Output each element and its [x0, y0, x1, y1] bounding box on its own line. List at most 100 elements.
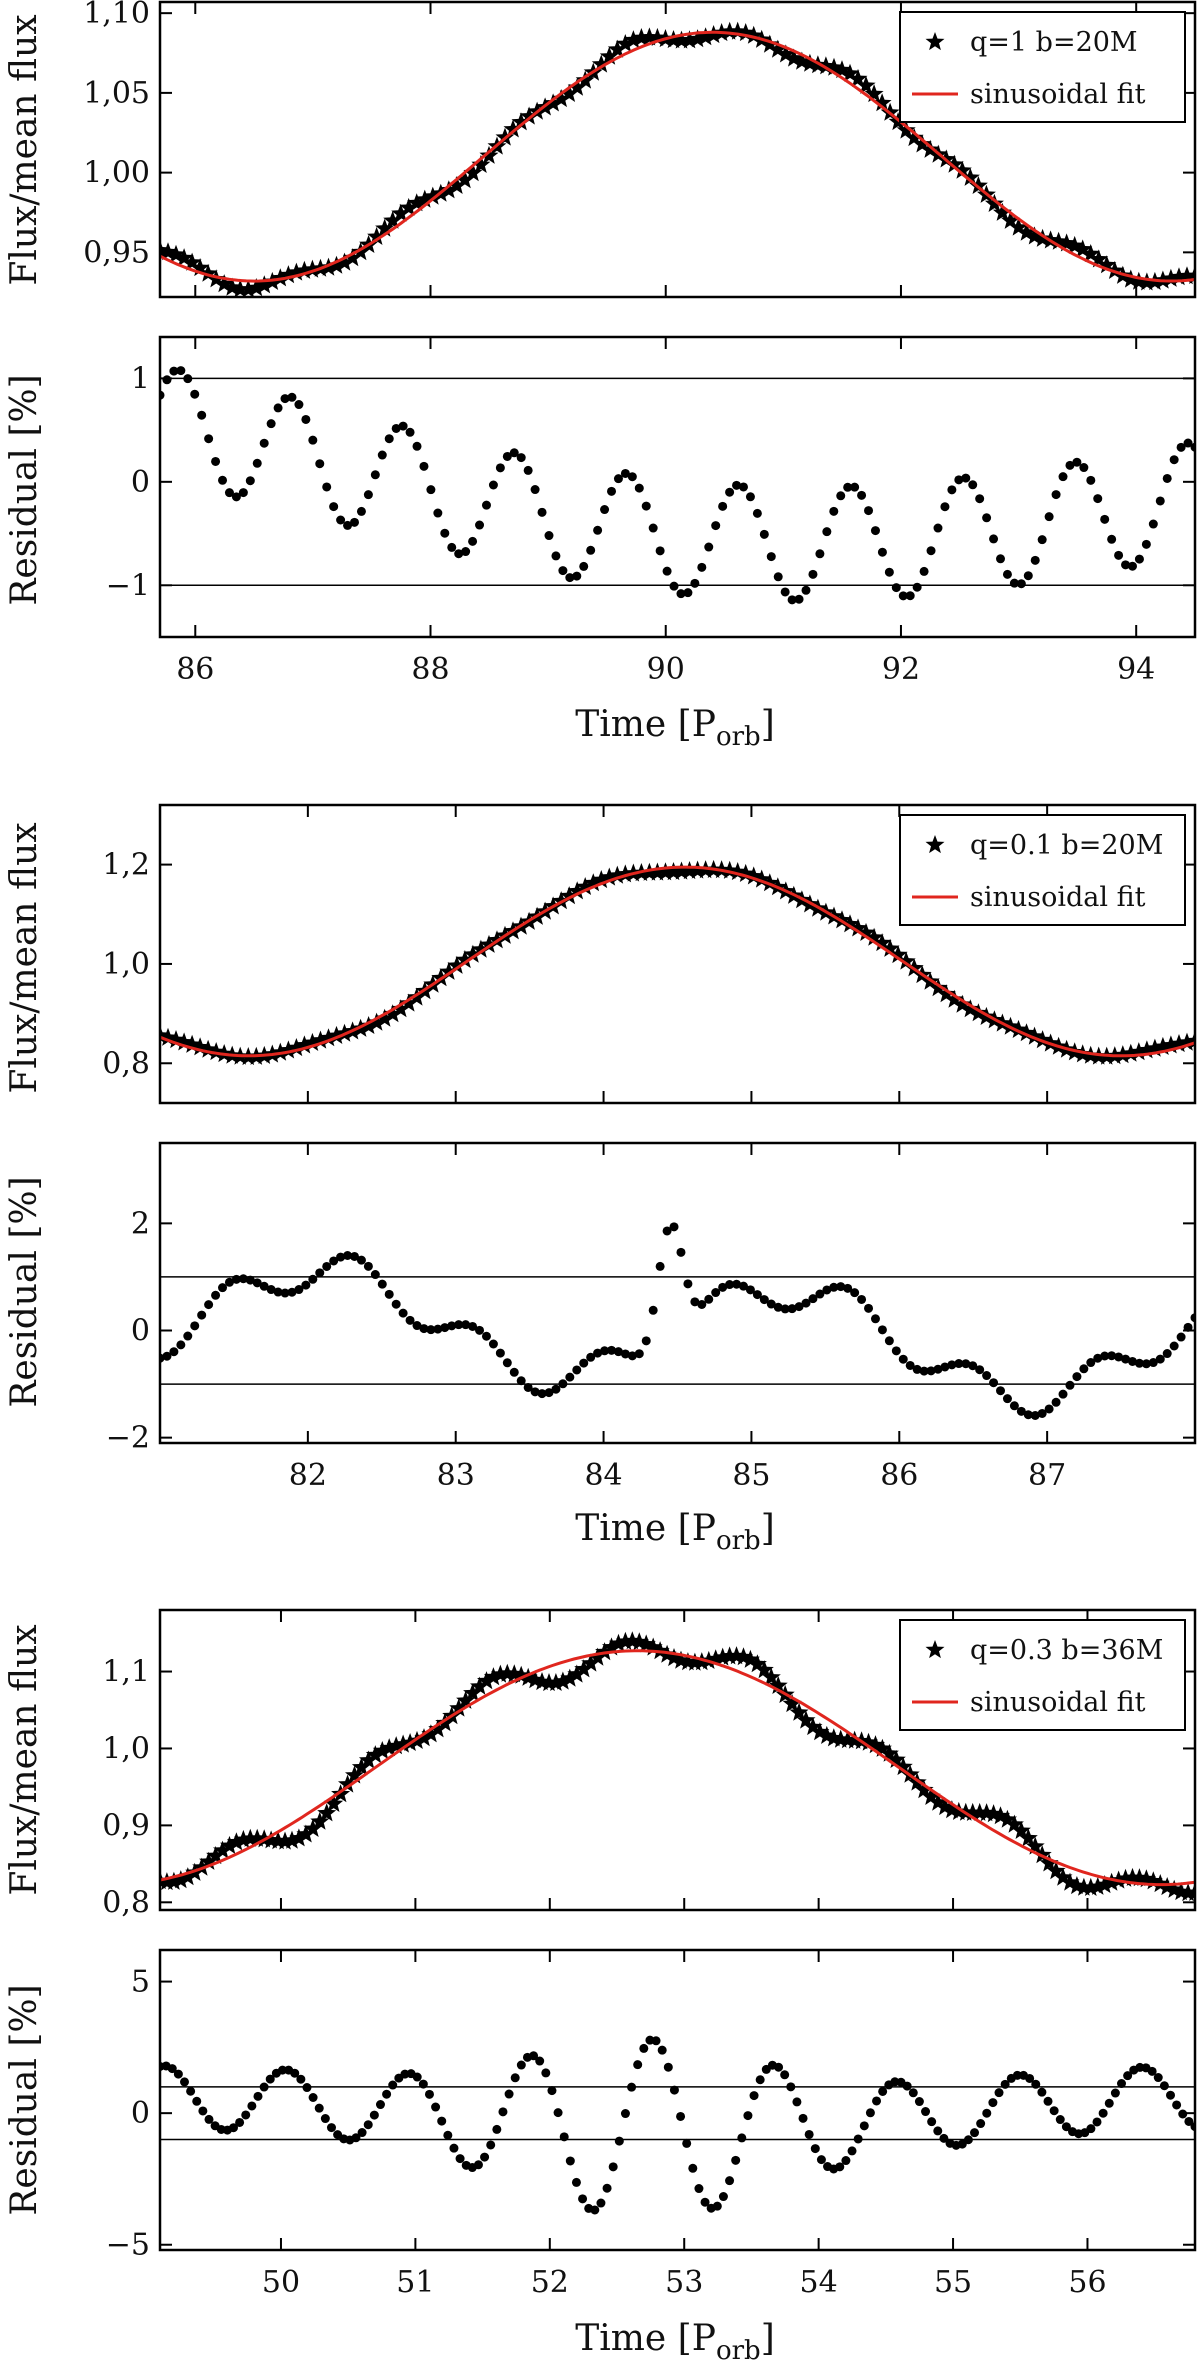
residual-point — [169, 366, 179, 376]
residual-point — [301, 1280, 311, 1290]
residual-point — [801, 1298, 811, 1308]
x-tick-label: 55 — [934, 2265, 972, 2300]
data-point-star — [856, 75, 876, 94]
residual-point — [537, 1389, 547, 1399]
residual-point — [1183, 438, 1193, 448]
residual-point — [1123, 2071, 1133, 2081]
residual-point — [1051, 1397, 1061, 1407]
residual-point — [173, 2069, 183, 2079]
data-point-star — [581, 1653, 601, 1672]
residual-point — [388, 2080, 398, 2090]
data-point-star — [1102, 1872, 1122, 1891]
residual-point — [1117, 2079, 1127, 2089]
residual-point — [700, 2197, 710, 2207]
residual-point — [1114, 1352, 1124, 1362]
data-point-star — [752, 869, 772, 888]
residual-point — [231, 492, 241, 502]
residual-point — [898, 591, 908, 601]
residual-point — [211, 456, 221, 466]
residual-point — [1172, 2100, 1182, 2110]
residual-point — [486, 2140, 496, 2150]
residual-point — [1184, 2116, 1194, 2126]
residual-point — [544, 531, 554, 541]
residual-point — [1127, 561, 1137, 571]
data-point-star — [960, 999, 980, 1018]
data-point-star — [1025, 226, 1044, 245]
axes-frame — [158, 0, 1197, 299]
residual-point — [968, 1361, 978, 1371]
residual-point — [516, 453, 526, 463]
residual-point — [835, 2162, 845, 2172]
data-point-star — [407, 987, 427, 1006]
residual-point — [870, 526, 880, 536]
residual-point — [607, 486, 617, 496]
data-point-star — [439, 961, 459, 980]
data-point-star — [171, 1870, 191, 1889]
data-point-star — [310, 1811, 330, 1830]
y-tick-labels: 0,8 1,0 1,2 — [102, 848, 150, 1082]
data-point-star — [164, 1871, 184, 1890]
legend-star-marker — [925, 32, 945, 51]
residual-point — [1031, 2079, 1041, 2089]
residual-point — [600, 505, 610, 515]
residual-point — [1072, 1372, 1082, 1382]
residual-point — [238, 1274, 248, 1284]
data-point-star — [559, 83, 579, 102]
residual-point — [537, 507, 547, 517]
plot-area — [158, 803, 1197, 1105]
residual-point — [613, 474, 623, 484]
data-point-star — [1033, 1030, 1053, 1049]
residual-point — [523, 465, 533, 475]
panel-top-residual: Residual [%] −1 0 1 86 88 90 92 94 Time [Porb] — [4, 335, 1197, 752]
data-point-star — [335, 252, 354, 271]
x-tick-label: 83 — [437, 1458, 475, 1493]
residual-point — [343, 520, 353, 530]
residual-point — [412, 441, 422, 451]
residual-point — [190, 389, 200, 399]
residual-point — [1072, 457, 1082, 467]
data-point-star — [198, 1039, 218, 1058]
data-point-star — [1137, 272, 1157, 291]
residual-point — [253, 2091, 263, 2101]
residual-point — [905, 591, 915, 601]
residual-point — [843, 1283, 853, 1293]
data-point-star — [866, 1735, 885, 1754]
residual-point — [516, 2060, 526, 2070]
data-point-star — [615, 864, 635, 883]
residual-point — [864, 506, 874, 516]
legend-label: q=0.3 b=36M — [970, 1635, 1163, 1666]
x-tick-label: 90 — [647, 652, 685, 687]
residual-point — [167, 2064, 177, 2074]
residual-point — [891, 1346, 901, 1356]
data-point-star — [952, 994, 972, 1013]
residual-point — [1166, 2090, 1176, 2100]
residual-point — [329, 1256, 339, 1266]
data-point-star — [449, 1698, 469, 1717]
data-point-star — [240, 1828, 260, 1847]
residual-point — [1148, 519, 1158, 529]
residual-point — [475, 1325, 485, 1335]
residual-point — [1023, 1410, 1033, 1420]
legend: q=0.3 b=36M sinusoidal fit — [899, 1619, 1186, 1731]
residual-point — [1153, 2073, 1163, 2083]
data-point-star — [539, 1673, 559, 1692]
residual-point — [218, 1283, 228, 1293]
residual-point — [197, 410, 207, 420]
residual-point — [926, 546, 936, 556]
residual-point — [443, 2130, 453, 2140]
residual-point — [780, 587, 790, 597]
data-point-star — [872, 1738, 892, 1757]
data-point-star — [984, 193, 1004, 212]
residual-point — [743, 2111, 753, 2121]
legend-box — [899, 814, 1186, 926]
data-point-star — [567, 1664, 587, 1683]
data-point-star — [1073, 239, 1093, 258]
residual-point — [1065, 460, 1075, 470]
y-tick-labels: 0,95 1,00 1,05 1,10 — [83, 0, 150, 270]
residual-point — [294, 400, 304, 410]
residual-point — [509, 448, 519, 458]
residual-point — [905, 1360, 915, 1370]
residual-point — [657, 2045, 667, 2055]
data-point-star — [602, 1637, 621, 1656]
data-point-star — [672, 30, 691, 49]
